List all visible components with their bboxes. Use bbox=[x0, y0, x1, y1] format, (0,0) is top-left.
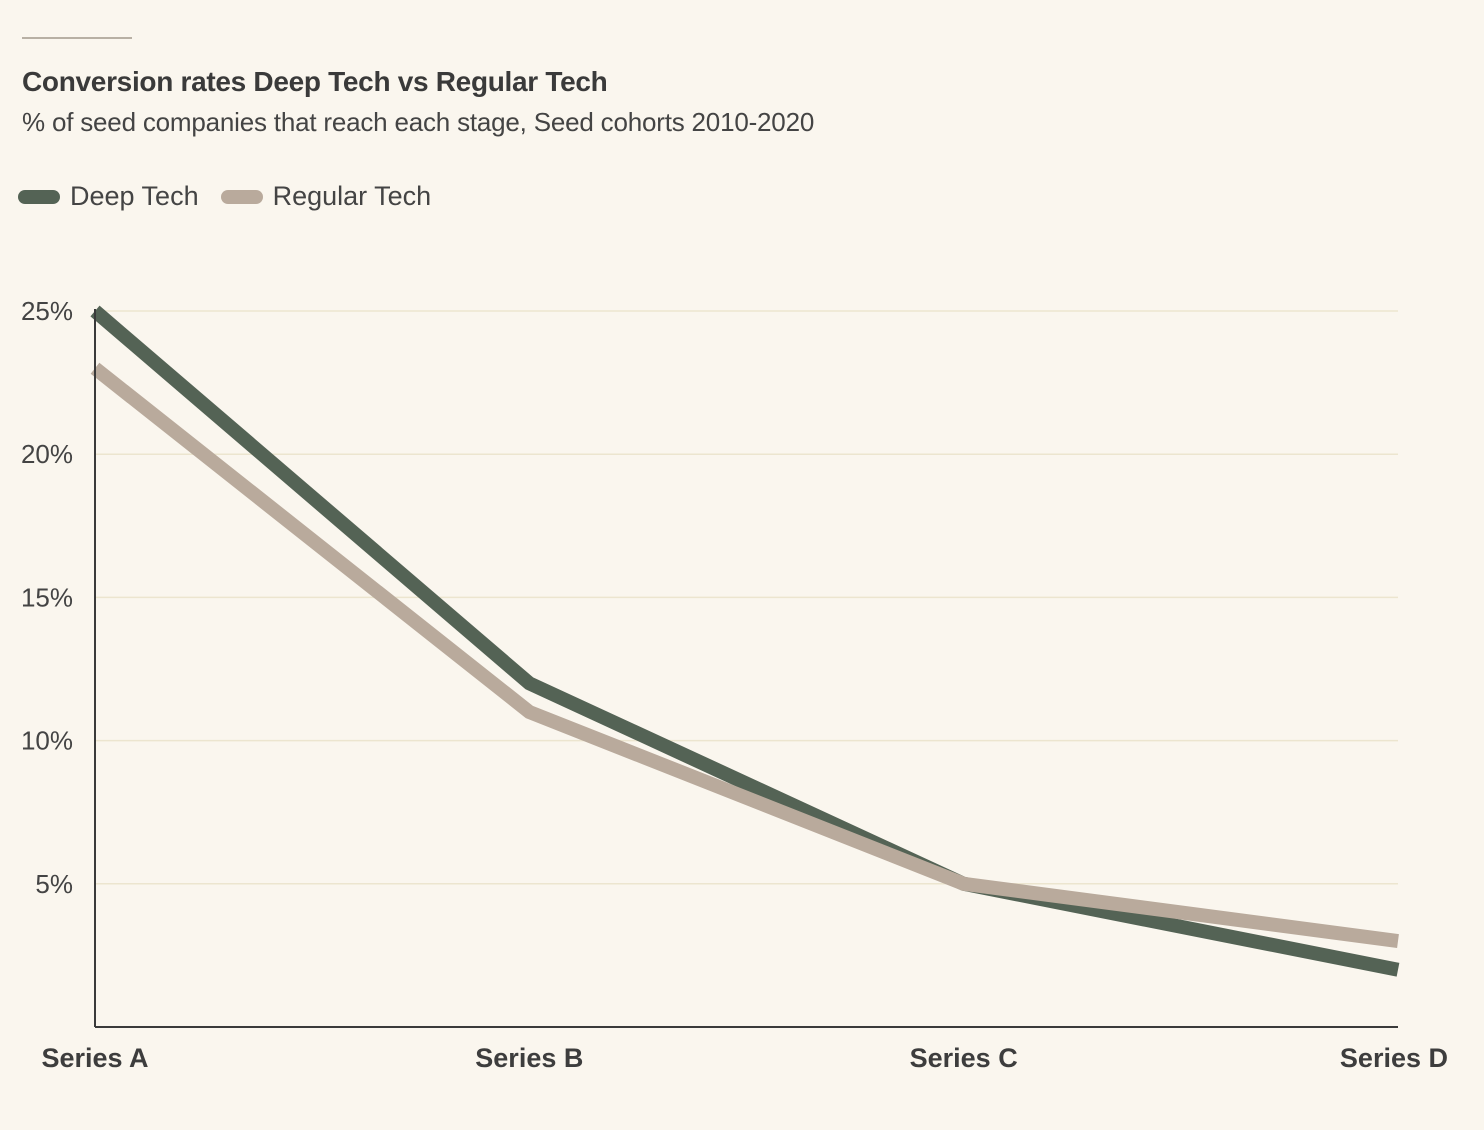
y-tick-label: 5% bbox=[35, 869, 73, 899]
legend-label-deep-tech: Deep Tech bbox=[70, 181, 199, 211]
y-tick-label: 10% bbox=[21, 726, 73, 756]
legend-item-deep-tech[interactable]: Deep Tech bbox=[18, 181, 199, 212]
y-axis-ticks: 5% 10% 15% 20% 25% bbox=[21, 296, 73, 899]
gridlines bbox=[95, 310, 1398, 885]
x-tick-label: Series C bbox=[910, 1043, 1018, 1073]
legend-swatch-deep-tech bbox=[18, 189, 60, 204]
chart-title: Conversion rates Deep Tech vs Regular Te… bbox=[22, 66, 608, 97]
x-tick-label: Series A bbox=[41, 1043, 148, 1073]
series-line-deep-tech bbox=[90, 305, 1400, 977]
legend-swatch-regular-tech bbox=[220, 189, 263, 204]
y-tick-label: 25% bbox=[21, 296, 73, 326]
y-tick-label: 15% bbox=[21, 582, 73, 612]
x-axis-ticks: Series A Series B Series C Series D bbox=[41, 1043, 1448, 1073]
chart-subtitle: % of seed companies that reach each stag… bbox=[22, 107, 815, 137]
top-rule bbox=[22, 37, 132, 39]
legend-item-regular-tech[interactable]: Regular Tech bbox=[220, 181, 432, 212]
series-lines bbox=[90, 305, 1400, 977]
series-line-regular-tech bbox=[90, 362, 1399, 949]
axes bbox=[94, 309, 1398, 1028]
x-tick-label: Series D bbox=[1340, 1043, 1448, 1073]
x-tick-label: Series B bbox=[475, 1043, 583, 1073]
y-tick-label: 20% bbox=[21, 439, 73, 469]
legend: Deep Tech Regular Tech bbox=[18, 181, 453, 212]
legend-label-regular-tech: Regular Tech bbox=[272, 181, 432, 211]
